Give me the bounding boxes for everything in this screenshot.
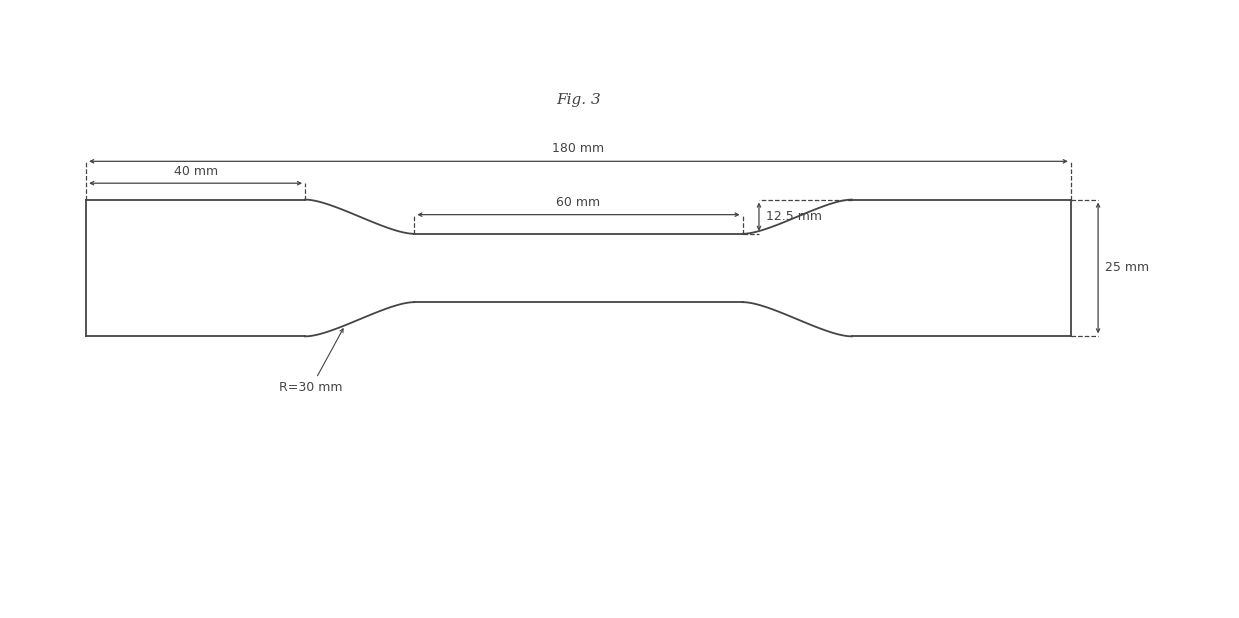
Text: R=30 mm: R=30 mm (279, 329, 343, 394)
Text: 40 mm: 40 mm (173, 165, 218, 178)
Text: 12.5 mm: 12.5 mm (766, 210, 821, 223)
Text: 180 mm: 180 mm (553, 142, 605, 154)
Text: 60 mm: 60 mm (556, 196, 601, 209)
Text: Fig. 3: Fig. 3 (556, 93, 601, 107)
Text: 25 mm: 25 mm (1105, 261, 1149, 274)
